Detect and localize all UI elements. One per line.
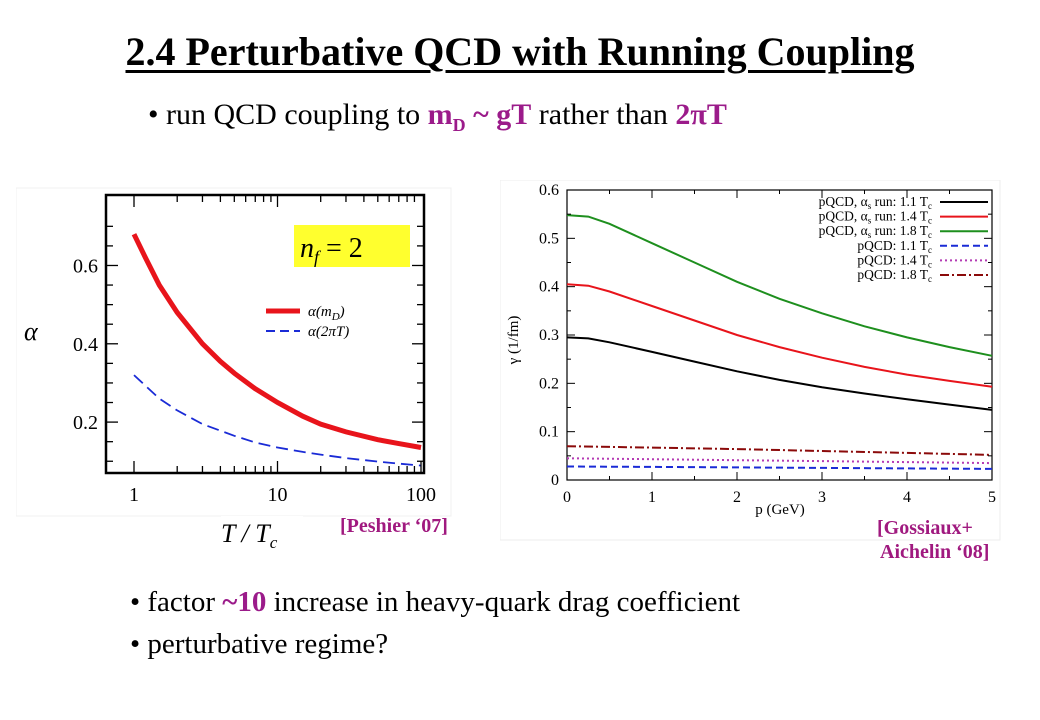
left-y-tick-label: 0.6	[73, 255, 98, 277]
right-x-tick-label: 4	[903, 489, 911, 506]
right-x-tick-label: 1	[648, 489, 656, 506]
right-x-tick-label: 5	[988, 489, 996, 506]
bullet-factor-increase: • factor ~10 increase in heavy-quark dra…	[130, 586, 741, 618]
right-x-axis-label: p (GeV)	[755, 502, 805, 518]
left-x-tick-label: 100	[406, 484, 436, 506]
bullet-text-middle: rather than	[531, 98, 676, 131]
right-series-0-line	[566, 336, 993, 411]
left-x-axis-label: T / Tc	[221, 519, 278, 550]
bullet-perturbative-regime: • perturbative regime?	[130, 628, 389, 660]
citation-peshier: [Peshier ‘07]	[340, 515, 448, 537]
citation-gossiaux-line1: [Gossiaux+	[877, 517, 973, 539]
right-x-tick-label: 3	[818, 489, 826, 506]
right-series-3-line	[566, 465, 993, 470]
left-plot-frame	[104, 193, 426, 475]
highlight-md: mD ~ gT	[427, 98, 532, 135]
highlight-factor-10: ~10	[222, 586, 267, 618]
legend-label-alpha-md: α(mD)	[308, 304, 345, 323]
right-series-1-line	[566, 283, 993, 388]
chart-left: 1 10 100 0.2 0.4 0.6 α nf = 2 α(mD) α(2πT) T …	[16, 187, 452, 550]
highlight-2piT: 2πT	[675, 98, 727, 131]
right-y-tick-label: 0.3	[539, 327, 559, 344]
left-y-tick-label: 0.2	[73, 412, 98, 434]
legend-label-alpha-2piT: α(2πT)	[308, 324, 349, 340]
right-y-tick-label: 0.6	[539, 182, 559, 199]
bullet-text: • run QCD coupling to	[148, 98, 428, 131]
chart-right: 0 1 2 3 4 5 0 0.1 0.2 0.3 0.4 0.5 0.6 γ (1/fm) p (Ge…	[500, 180, 1001, 541]
left-x-tick-label: 10	[268, 484, 288, 506]
right-legend-label-4: pQCD: 1.4 Tc	[857, 252, 932, 269]
right-y-tick-label: 0.1	[539, 424, 559, 441]
right-series-5-line	[566, 445, 993, 456]
right-legend-label-1: pQCD, αs run: 1.4 Tc	[819, 209, 932, 226]
bullet-run-coupling: • run QCD coupling to mD ~ gT rather tha…	[148, 98, 727, 136]
right-legend-label-3: pQCD: 1.1 Tc	[857, 238, 932, 255]
right-y-axis-label: γ (1/fm)	[506, 316, 522, 366]
right-legend-label-5: pQCD: 1.8 Tc	[857, 267, 932, 284]
right-x-tick-label: 0	[563, 489, 571, 506]
left-x-tick-label: 1	[129, 484, 139, 506]
right-legend-label-0: pQCD, αs run: 1.1 Tc	[819, 194, 932, 211]
slide-title: 2.4 Perturbative QCD with Running Coupli…	[125, 29, 915, 74]
left-y-tick-label: 0.4	[73, 334, 98, 356]
right-x-tick-label: 2	[733, 489, 741, 506]
citation-gossiaux-line2: Aichelin ‘08]	[880, 541, 990, 563]
nf-annotation-box	[294, 225, 410, 267]
right-y-tick-label: 0	[551, 472, 559, 489]
right-legend-label-2: pQCD, αs run: 1.8 Tc	[819, 223, 932, 240]
right-y-tick-label: 0.4	[539, 279, 559, 296]
left-series-0-line	[131, 233, 422, 450]
right-series-4-line	[566, 457, 993, 465]
right-y-tick-label: 0.2	[539, 375, 559, 392]
right-series-2-line	[566, 214, 993, 357]
right-y-tick-label: 0.5	[539, 230, 559, 247]
left-y-axis-label: α	[24, 317, 39, 346]
left-series-1-line	[133, 374, 422, 467]
nf-annotation: nf = 2	[300, 233, 363, 267]
